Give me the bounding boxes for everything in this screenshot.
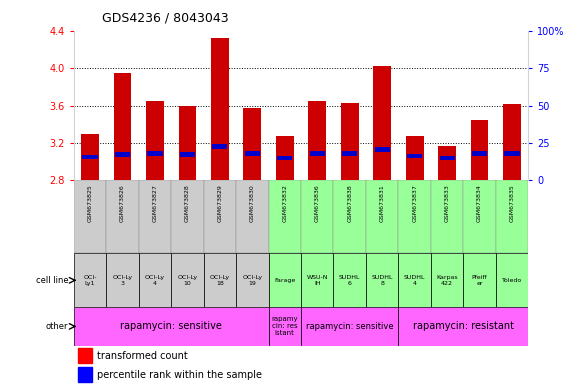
Text: SUDHL
6: SUDHL 6 (339, 275, 361, 286)
Bar (373, 66, 391, 180)
Bar (78, 348, 92, 363)
Bar (308, 101, 326, 180)
Bar (398, 307, 528, 346)
Bar (269, 253, 301, 307)
Bar (496, 253, 528, 307)
Text: OCI-Ly
18: OCI-Ly 18 (210, 275, 230, 286)
Bar (212, 144, 228, 149)
Bar (74, 307, 269, 346)
Bar (139, 253, 171, 307)
Text: WSU-N
IH: WSU-N IH (307, 275, 328, 286)
Text: OCI-Ly
3: OCI-Ly 3 (112, 275, 132, 286)
Text: OCI-Ly
10: OCI-Ly 10 (177, 275, 198, 286)
Text: SUDHL
8: SUDHL 8 (371, 275, 393, 286)
Bar (496, 180, 528, 253)
Bar (471, 120, 488, 180)
Bar (310, 151, 325, 156)
Bar (269, 180, 301, 253)
Bar (178, 106, 197, 180)
Bar (236, 253, 269, 307)
Text: GSM673827: GSM673827 (152, 184, 157, 222)
Bar (366, 180, 398, 253)
Text: rapamy
cin: res
istant: rapamy cin: res istant (272, 316, 298, 336)
Text: SUDHL
4: SUDHL 4 (404, 275, 425, 286)
Text: GSM673832: GSM673832 (282, 184, 287, 222)
Bar (148, 151, 162, 156)
Bar (301, 253, 333, 307)
Text: other: other (45, 322, 68, 331)
Bar (171, 253, 204, 307)
Bar (171, 180, 204, 253)
Text: OCI-Ly
19: OCI-Ly 19 (243, 275, 262, 286)
Bar (407, 154, 422, 159)
Bar (375, 147, 390, 152)
Text: OCI-Ly
4: OCI-Ly 4 (145, 275, 165, 286)
Bar (406, 136, 424, 180)
Bar (463, 253, 496, 307)
Text: GSM673830: GSM673830 (250, 184, 255, 222)
Bar (398, 253, 431, 307)
Text: Karpas
422: Karpas 422 (436, 275, 458, 286)
Bar (82, 155, 98, 159)
Bar (438, 146, 456, 180)
Bar (269, 307, 301, 346)
Text: Farage: Farage (274, 278, 295, 283)
Bar (236, 180, 269, 253)
Text: Toledo: Toledo (502, 278, 522, 283)
Text: cell line: cell line (36, 276, 68, 285)
Bar (503, 104, 521, 180)
Text: transformed count: transformed count (97, 351, 187, 361)
Bar (301, 307, 398, 346)
Text: rapamycin: resistant: rapamycin: resistant (413, 321, 514, 331)
Bar (504, 151, 520, 156)
Bar (180, 152, 195, 157)
Bar (74, 253, 106, 307)
Bar (245, 151, 260, 156)
Bar (146, 101, 164, 180)
Text: OCI-
Ly1: OCI- Ly1 (83, 275, 97, 286)
Bar (440, 156, 454, 161)
Text: GDS4236 / 8043043: GDS4236 / 8043043 (102, 12, 229, 25)
Bar (211, 38, 229, 180)
Text: GSM673835: GSM673835 (509, 184, 515, 222)
Text: GSM673838: GSM673838 (347, 184, 352, 222)
Bar (244, 108, 261, 180)
Bar (276, 136, 294, 180)
Text: GSM673837: GSM673837 (412, 184, 417, 222)
Text: rapamycin: sensitive: rapamycin: sensitive (306, 322, 394, 331)
Bar (81, 134, 99, 180)
Bar (342, 151, 357, 156)
Text: GSM673826: GSM673826 (120, 184, 125, 222)
Bar (114, 73, 131, 180)
Bar (139, 180, 171, 253)
Bar (333, 180, 366, 253)
Bar (341, 103, 358, 180)
Bar (431, 253, 463, 307)
Bar (204, 180, 236, 253)
Bar (431, 180, 463, 253)
Text: percentile rank within the sample: percentile rank within the sample (97, 370, 261, 380)
Text: GSM673833: GSM673833 (445, 184, 450, 222)
Bar (366, 253, 398, 307)
Text: rapamycin: sensitive: rapamycin: sensitive (120, 321, 222, 331)
Bar (106, 253, 139, 307)
Text: GSM673831: GSM673831 (379, 184, 385, 222)
Bar (78, 367, 92, 382)
Text: Pfeiff
er: Pfeiff er (472, 275, 487, 286)
Bar (333, 253, 366, 307)
Text: GSM673829: GSM673829 (218, 184, 223, 222)
Bar (204, 253, 236, 307)
Text: GSM673825: GSM673825 (87, 184, 93, 222)
Bar (463, 180, 496, 253)
Bar (106, 180, 139, 253)
Bar (277, 156, 293, 161)
Bar (74, 180, 106, 253)
Bar (301, 180, 333, 253)
Bar (472, 151, 487, 156)
Bar (398, 180, 431, 253)
Text: GSM673834: GSM673834 (477, 184, 482, 222)
Bar (115, 152, 130, 157)
Text: GSM673828: GSM673828 (185, 184, 190, 222)
Text: GSM673836: GSM673836 (315, 184, 320, 222)
